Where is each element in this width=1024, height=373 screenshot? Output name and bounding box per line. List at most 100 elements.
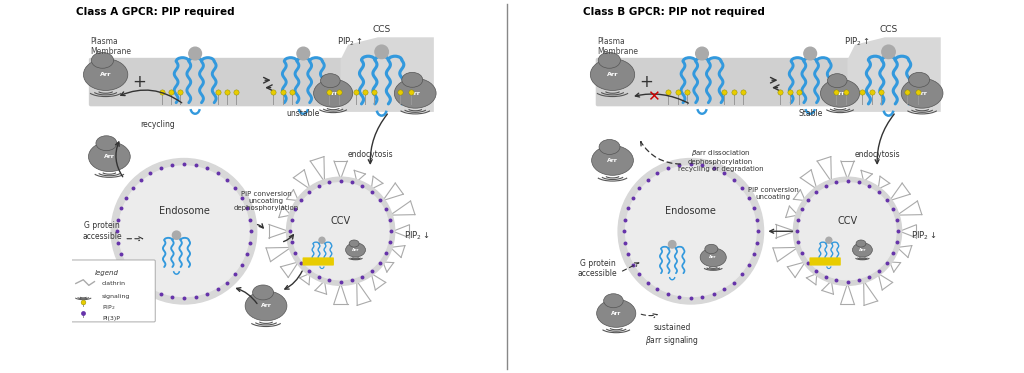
- Point: [372, 197, 388, 203]
- Text: Arr: Arr: [607, 72, 618, 77]
- Point: [851, 278, 867, 283]
- Point: [110, 240, 126, 246]
- Circle shape: [794, 177, 901, 285]
- Point: [364, 189, 380, 195]
- Circle shape: [319, 237, 325, 243]
- Point: [808, 268, 824, 274]
- Circle shape: [669, 241, 676, 248]
- Point: [243, 228, 259, 234]
- Point: [142, 286, 159, 292]
- Text: G protein
accessible: G protein accessible: [578, 258, 617, 278]
- Point: [745, 251, 762, 257]
- Point: [164, 294, 180, 300]
- Point: [364, 268, 380, 274]
- Point: [694, 294, 711, 300]
- Point: [172, 89, 188, 95]
- Point: [382, 217, 398, 223]
- Point: [872, 89, 889, 95]
- Point: [142, 170, 159, 176]
- Point: [726, 177, 742, 183]
- Point: [889, 239, 905, 245]
- Point: [716, 170, 732, 176]
- Point: [660, 89, 677, 95]
- Point: [133, 280, 150, 286]
- Text: Arr: Arr: [835, 91, 845, 96]
- Point: [889, 217, 905, 223]
- Point: [356, 89, 373, 95]
- Point: [625, 195, 641, 201]
- FancyArrowPatch shape: [121, 90, 181, 103]
- Ellipse shape: [827, 74, 847, 88]
- Circle shape: [119, 166, 249, 297]
- Point: [331, 89, 347, 95]
- Point: [726, 280, 742, 286]
- FancyArrowPatch shape: [641, 142, 681, 164]
- Point: [301, 189, 317, 195]
- Point: [75, 299, 91, 305]
- Text: Arr: Arr: [104, 154, 115, 159]
- Point: [293, 260, 309, 266]
- Point: [164, 162, 180, 168]
- FancyArrowPatch shape: [284, 235, 293, 242]
- Circle shape: [695, 47, 709, 60]
- Ellipse shape: [901, 78, 943, 108]
- FancyBboxPatch shape: [89, 58, 428, 106]
- Point: [631, 272, 647, 278]
- Text: ✕: ✕: [647, 90, 659, 104]
- Point: [124, 185, 140, 191]
- Circle shape: [287, 177, 394, 285]
- Circle shape: [804, 47, 816, 60]
- Text: Arr: Arr: [916, 91, 928, 96]
- Point: [861, 183, 878, 189]
- Point: [659, 291, 676, 297]
- Point: [209, 170, 225, 176]
- Point: [366, 89, 382, 95]
- Text: Class A GPCR: PIP required: Class A GPCR: PIP required: [76, 7, 234, 18]
- Point: [800, 197, 816, 203]
- Point: [344, 179, 360, 185]
- Point: [233, 195, 250, 201]
- Text: Arr: Arr: [710, 256, 717, 259]
- Point: [800, 260, 816, 266]
- Text: CCV: CCV: [331, 216, 350, 226]
- Ellipse shape: [349, 240, 359, 247]
- Point: [706, 165, 722, 171]
- Point: [788, 228, 805, 234]
- Point: [153, 165, 169, 171]
- Ellipse shape: [597, 299, 636, 327]
- Point: [899, 89, 915, 95]
- Point: [828, 278, 845, 283]
- FancyArrowPatch shape: [876, 114, 894, 163]
- Ellipse shape: [590, 59, 635, 91]
- Point: [284, 239, 300, 245]
- Text: Arr: Arr: [328, 91, 338, 96]
- Point: [109, 228, 125, 234]
- Point: [219, 89, 236, 95]
- Point: [322, 278, 338, 283]
- Text: Endosome: Endosome: [666, 206, 716, 216]
- Point: [354, 183, 371, 189]
- Point: [616, 217, 633, 223]
- Text: +: +: [639, 73, 653, 91]
- Point: [333, 178, 349, 184]
- Point: [745, 205, 762, 211]
- Point: [750, 228, 766, 234]
- Polygon shape: [848, 37, 941, 112]
- Point: [683, 161, 699, 167]
- Point: [133, 177, 150, 183]
- FancyArrowPatch shape: [257, 224, 263, 228]
- Point: [671, 162, 687, 168]
- Circle shape: [292, 183, 389, 280]
- Ellipse shape: [705, 244, 718, 254]
- Ellipse shape: [83, 59, 128, 91]
- Ellipse shape: [96, 136, 117, 151]
- Point: [310, 274, 327, 280]
- Text: Arr: Arr: [410, 91, 421, 96]
- FancyArrowPatch shape: [127, 237, 142, 241]
- Text: Arr: Arr: [100, 72, 112, 77]
- Point: [791, 239, 807, 245]
- Ellipse shape: [346, 243, 366, 257]
- Point: [749, 240, 765, 246]
- Ellipse shape: [700, 248, 726, 267]
- Ellipse shape: [245, 291, 287, 321]
